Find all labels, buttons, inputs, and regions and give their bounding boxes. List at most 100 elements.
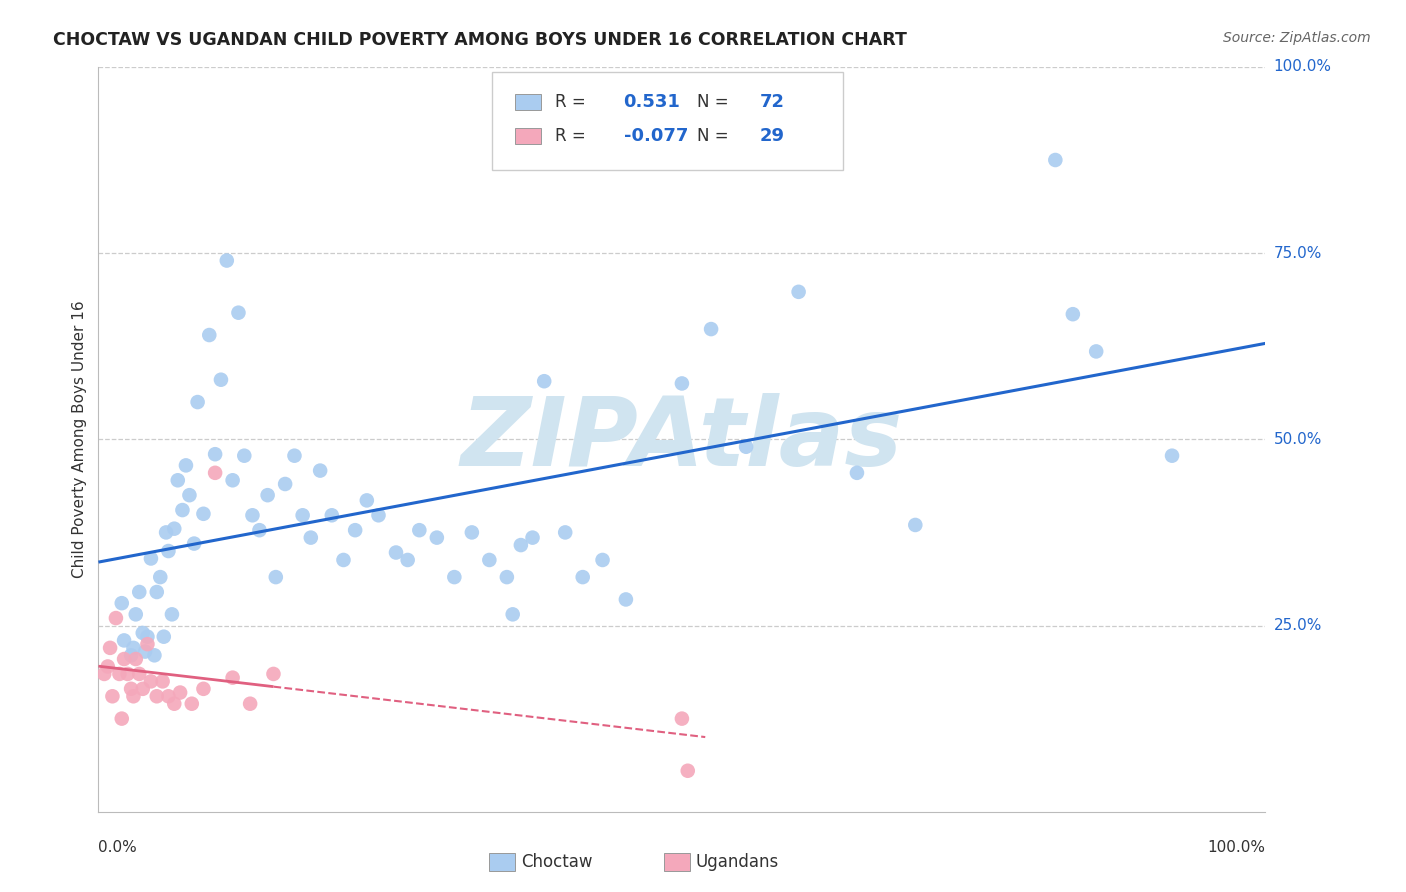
Point [478,553,501,567]
Point [496,570,519,584]
Point [139,674,162,689]
Point [179,488,201,502]
Text: 50.0%: 50.0% [1274,432,1322,447]
Point [426,531,449,545]
Point [228,306,250,320]
FancyBboxPatch shape [492,72,844,169]
Point [157,690,180,704]
Point [221,473,243,487]
Point [120,681,142,696]
Point [198,328,221,343]
Point [143,648,166,663]
Point [396,553,419,567]
Point [332,553,354,567]
Point [136,630,159,644]
Point [132,626,155,640]
Point [321,508,343,523]
Point [160,607,183,622]
Point [309,464,332,478]
Point [204,466,226,480]
Point [93,667,115,681]
Point [112,633,135,648]
Text: Source: ZipAtlas.com: Source: ZipAtlas.com [1223,31,1371,45]
Point [183,536,205,550]
Point [256,488,278,502]
Text: R =: R = [555,93,591,111]
Text: R =: R = [555,128,591,145]
Point [1062,307,1084,321]
Point [132,681,155,696]
Text: ZIPAtlas: ZIPAtlas [461,392,903,486]
Point [125,607,148,622]
Point [136,637,159,651]
Point [174,458,197,473]
Point [149,570,172,584]
Point [146,690,169,704]
Point [239,697,262,711]
FancyBboxPatch shape [665,853,690,871]
Text: Ugandans: Ugandans [696,853,779,871]
FancyBboxPatch shape [515,94,541,110]
Point [264,570,287,584]
Point [221,671,243,685]
Point [509,538,531,552]
Point [592,553,614,567]
Text: N =: N = [697,93,734,111]
Point [125,652,148,666]
Point [139,551,162,566]
Point [735,440,758,454]
Point [193,681,215,696]
Point [242,508,264,523]
Point [157,544,180,558]
Point [846,466,869,480]
Point [166,473,188,487]
Point [101,690,124,704]
Point [117,667,139,681]
Point [155,525,177,540]
Text: 100.0%: 100.0% [1274,60,1331,74]
Point [163,697,186,711]
Point [571,570,593,584]
Point [502,607,524,622]
Point [209,373,232,387]
Point [356,493,378,508]
Point [233,449,256,463]
Text: 25.0%: 25.0% [1274,618,1322,633]
Point [283,449,305,463]
Point [98,640,121,655]
Text: 75.0%: 75.0% [1274,245,1322,260]
Point [461,525,484,540]
Point [443,570,465,584]
Point [262,667,284,681]
Point [122,640,145,655]
Text: 0.0%: 0.0% [98,840,138,855]
Point [274,477,297,491]
Text: CHOCTAW VS UGANDAN CHILD POVERTY AMONG BOYS UNDER 16 CORRELATION CHART: CHOCTAW VS UGANDAN CHILD POVERTY AMONG B… [53,31,907,49]
Point [671,712,693,726]
Point [367,508,389,523]
Point [97,659,120,673]
Point [344,523,367,537]
Point [249,523,271,537]
Text: -0.077: -0.077 [623,128,688,145]
Point [187,395,209,409]
Point [676,764,699,778]
Point [193,507,215,521]
Point [111,596,134,610]
Point [408,523,430,537]
Point [554,525,576,540]
Text: 100.0%: 100.0% [1208,840,1265,855]
Point [152,674,174,689]
Text: 29: 29 [761,128,785,145]
Point [215,253,238,268]
Point [671,376,693,391]
Point [111,712,134,726]
Point [522,531,544,545]
Y-axis label: Child Poverty Among Boys Under 16: Child Poverty Among Boys Under 16 [72,301,87,578]
Text: N =: N = [697,128,734,145]
FancyBboxPatch shape [489,853,515,871]
FancyBboxPatch shape [515,128,541,145]
Point [291,508,314,523]
Point [1161,449,1184,463]
Text: Choctaw: Choctaw [520,853,592,871]
